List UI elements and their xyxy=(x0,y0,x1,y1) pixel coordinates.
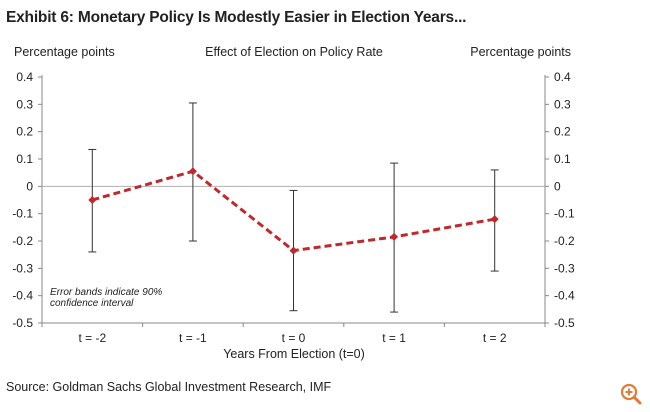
data-point-marker xyxy=(490,215,499,224)
x-tick-label: t = -2 xyxy=(78,331,106,345)
right-y-tick-label: -0.5 xyxy=(554,316,575,330)
zoom-button[interactable] xyxy=(619,382,643,406)
exhibit-title: Exhibit 6: Monetary Policy Is Modestly E… xyxy=(6,9,467,26)
left-axis-label: Percentage points xyxy=(14,45,115,59)
left-y-tick-label: -0.4 xyxy=(12,289,33,303)
left-y-tick-label: -0.3 xyxy=(12,261,33,275)
data-point-marker xyxy=(390,232,399,241)
right-y-tick-label: -0.4 xyxy=(554,289,575,303)
left-y-tick-label: 0 xyxy=(26,179,33,193)
x-tick-label: t = -1 xyxy=(179,331,207,345)
data-point-marker xyxy=(188,167,197,176)
right-y-tick-label: -0.2 xyxy=(554,234,575,248)
annotation: Error bands indicate 90% confidence inte… xyxy=(50,287,162,309)
right-y-tick-label: 0.2 xyxy=(554,125,571,139)
x-tick-label: t = 2 xyxy=(483,331,507,345)
x-axis-label: Years From Election (t=0) xyxy=(223,347,365,361)
plot-area: 0.4 0.4 0.3 0.3 0.2 0.2 0.1 0.1 0 0 -0.1 -0.1 -0.2 -0… xyxy=(12,70,575,345)
x-tick-label: t = 0 xyxy=(282,331,306,345)
chart-title: Effect of Election on Policy Rate xyxy=(205,45,383,59)
right-axis-label: Percentage points xyxy=(470,45,571,59)
source-note: Source: Goldman Sachs Global Investment … xyxy=(6,380,332,394)
right-y-tick-label: 0.4 xyxy=(554,70,571,84)
left-y-tick-label: 0.4 xyxy=(16,70,33,84)
right-y-tick-label: -0.1 xyxy=(554,207,575,221)
annotation-line-2: confidence interval xyxy=(50,298,134,309)
left-y-tick-label: -0.1 xyxy=(12,207,33,221)
data-point-marker xyxy=(88,196,97,204)
right-y-tick-label: 0.3 xyxy=(554,97,571,111)
left-y-tick-label: -0.2 xyxy=(12,234,33,248)
right-y-tick-label: -0.3 xyxy=(554,261,575,275)
right-y-tick-label: 0.1 xyxy=(554,152,571,166)
right-y-tick-label: 0 xyxy=(554,179,561,193)
left-y-tick-label: 0.1 xyxy=(16,152,33,166)
left-y-tick-label: -0.5 xyxy=(12,316,33,330)
chart: Percentage points Effect of Election on … xyxy=(12,45,575,361)
annotation-line-1: Error bands indicate 90% xyxy=(50,287,162,298)
left-y-tick-label: 0.3 xyxy=(16,97,33,111)
zoom-in-icon xyxy=(620,383,642,405)
x-tick-label: t = 1 xyxy=(382,331,406,345)
data-point-marker xyxy=(289,246,298,255)
left-y-tick-label: 0.2 xyxy=(16,125,33,139)
